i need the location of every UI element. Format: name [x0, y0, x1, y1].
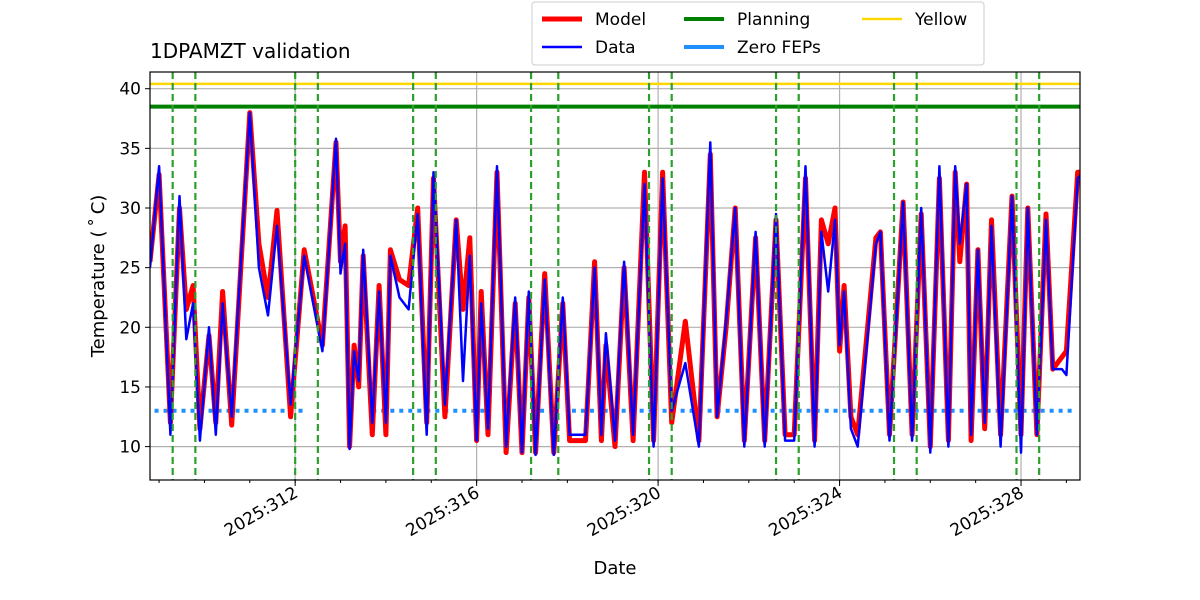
legend-label: Yellow	[914, 10, 967, 30]
legend-label: Data	[595, 38, 636, 58]
x-tick-label: 2025:320	[584, 483, 665, 541]
x-tick-label: 2025:312	[221, 483, 302, 541]
y-tick-label: 35	[119, 139, 141, 159]
legend: Model Data Planning Zero FEPs Yellow	[531, 1, 985, 66]
y-axis: 10 15 20 25 30 35 40	[119, 80, 150, 458]
planning-limit-layer	[150, 82, 1080, 109]
x-tick-label: 2025:324	[766, 483, 847, 541]
legend-label: Model	[595, 10, 646, 30]
y-tick-label: 30	[119, 199, 141, 219]
chart-title: 1DPAMZT validation	[150, 39, 351, 63]
y-axis-label: Temperature ( ˚ C)	[88, 195, 109, 359]
y-tick-label: 40	[119, 80, 141, 100]
y-tick-label: 15	[119, 378, 141, 398]
y-tick-label: 25	[119, 259, 141, 279]
x-tick-label: 2025:316	[403, 483, 484, 541]
x-axis-label: Date	[593, 558, 636, 579]
vertical-markers	[171, 72, 1041, 480]
x-axis: 2025:312 2025:316 2025:320 2025:324 2025:328	[158, 480, 1067, 541]
x-tick-label: 2025:328	[947, 483, 1028, 541]
y-tick-label: 20	[119, 318, 141, 338]
plot-frame	[149, 71, 1081, 481]
series-layer	[150, 110, 1080, 457]
legend-label: Planning	[737, 10, 810, 30]
y-tick-label: 10	[119, 438, 141, 458]
legend-label: Zero FEPs	[737, 38, 821, 58]
